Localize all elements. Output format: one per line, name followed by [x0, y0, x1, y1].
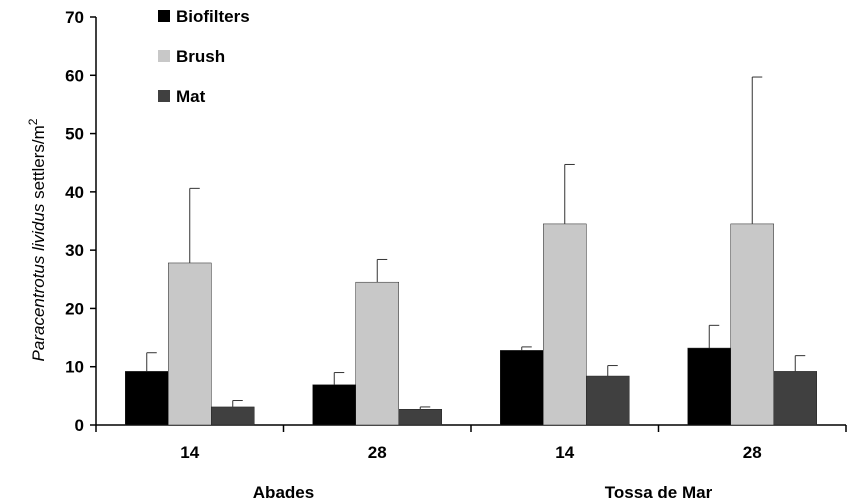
- bars: [125, 223, 817, 426]
- legend-swatch-biofilters: [158, 10, 170, 22]
- x-tick-label: 14: [180, 443, 199, 462]
- y-tick-label: 0: [75, 416, 84, 435]
- y-tick-label: 70: [65, 8, 84, 27]
- y-axis-label-superscript: 2: [26, 118, 40, 125]
- y-tick-label: 20: [65, 299, 84, 318]
- bar-mat: [398, 409, 442, 426]
- group-label: Abades: [253, 483, 314, 502]
- bar-biofilters: [312, 384, 356, 426]
- bar-biofilters: [500, 350, 544, 426]
- x-tick-labels: 14 28 14 28 Abades Tossa de Mar: [180, 443, 761, 502]
- x-tick-label: 28: [743, 443, 762, 462]
- bar-brush: [168, 262, 212, 426]
- bar-brush: [355, 281, 399, 426]
- y-axis-label-species: Paracentrotus lividus: [29, 203, 48, 361]
- bar-biofilters: [125, 371, 169, 426]
- svg-text:Paracentrotus lividus settlers: Paracentrotus lividus settlers/m2: [26, 118, 48, 361]
- legend-label-brush: Brush: [176, 47, 225, 66]
- y-axis-label-unit: settlers/m: [29, 125, 48, 203]
- bar-biofilters: [687, 347, 731, 426]
- legend-swatch-mat: [158, 90, 170, 102]
- bar-brush: [730, 223, 774, 426]
- y-tick-label: 60: [65, 66, 84, 85]
- group-label: Tossa de Mar: [605, 483, 713, 502]
- legend-label-biofilters: Biofilters: [176, 7, 250, 26]
- y-tick-label: 30: [65, 241, 84, 260]
- y-tick-label: 40: [65, 183, 84, 202]
- x-tick-label: 28: [368, 443, 387, 462]
- legend: Biofilters Brush Mat: [158, 7, 250, 106]
- y-tick-label: 50: [65, 125, 84, 144]
- error-bars: [146, 76, 806, 410]
- bar-mat: [773, 371, 817, 426]
- bar-brush: [543, 223, 587, 426]
- legend-swatch-brush: [158, 50, 170, 62]
- y-tick-label: 10: [65, 358, 84, 377]
- x-tick-label: 14: [555, 443, 574, 462]
- bar-mat: [211, 406, 255, 426]
- y-axis-label: Paracentrotus lividus settlers/m2: [26, 118, 48, 361]
- bar-mat: [586, 375, 630, 426]
- legend-label-mat: Mat: [176, 87, 206, 106]
